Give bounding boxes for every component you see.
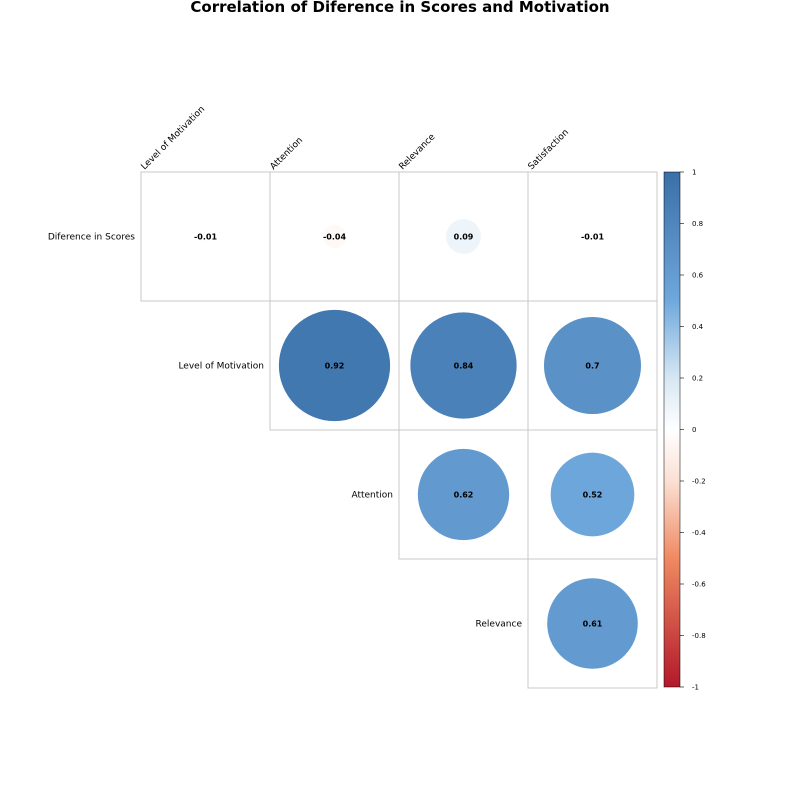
column-label-level-of-motivation: Level of Motivation [140,105,208,173]
colorbar-tick-label: -0.6 [692,581,706,589]
row-labels: Diference in Scores Level of Motivation At… [48,233,523,630]
value-label: -0.01 [581,233,604,242]
colorbar-tick-label: 0.6 [692,272,704,280]
value-label: 0.09 [454,233,474,242]
correlation-circle [322,224,347,249]
correlation-circle [417,448,510,541]
correlation-circle [543,316,642,415]
colorbar: 1 0.8 0.6 0.4 0.2 0 -0.2 -0.4 -0.6 -0.8 -1 [663,169,706,692]
colorbar-tick-label: -0.8 [692,632,706,640]
value-label: 0.62 [454,491,474,500]
colorbar-tick-label: -1 [692,684,699,692]
chart-title: Correlation of Diference in Scores and M… [190,0,609,16]
value-label: -0.04 [323,233,346,242]
cell-grid [140,171,658,689]
colorbar-tick-label: 1 [692,169,696,177]
colorbar-tick-label: -0.4 [692,529,706,537]
value-label: -0.01 [194,233,217,242]
value-label: 0.92 [325,362,345,371]
colorbar-ticks: 1 0.8 0.6 0.4 0.2 0 -0.2 -0.4 -0.6 -0.8 -1 [680,169,706,692]
correlation-circle [547,578,638,669]
correlation-circle [586,230,599,243]
value-label: 0.61 [583,620,603,629]
value-labels: -0.01 -0.04 0.09 -0.01 0.92 0.84 0.7 0.62 0.52 0.… [194,233,604,629]
value-label: 0.84 [454,362,474,371]
value-label: 0.7 [585,362,599,371]
colorbar-tick-label: 0 [692,426,696,434]
correlation-circles [199,219,642,669]
grid-cell [527,558,658,689]
column-label-attention: Attention [269,136,305,172]
column-label-satisfaction: Satisfaction [527,128,571,172]
colorbar-tick-label: 0.2 [692,375,703,383]
correlation-circle [199,230,212,243]
value-label: 0.52 [583,491,603,500]
correlation-circle [410,312,517,419]
column-labels: Level of Motivation Attention Relevance Sat… [140,105,571,173]
row-label-level-of-motivation: Level of Motivation [178,362,264,372]
colorbar-tick-label: -0.2 [692,478,706,486]
row-label-diference-in-scores: Diference in Scores [48,233,135,243]
correlation-circle [278,309,391,422]
column-label-relevance: Relevance [398,132,438,172]
colorbar-tick-label: 0.8 [692,220,703,228]
colorbar-gradient [663,171,681,688]
row-label-relevance: Relevance [476,620,523,630]
colorbar-tick-label: 0.4 [692,323,704,331]
correlation-circle [550,452,635,537]
row-label-attention: Attention [351,491,393,501]
correlation-circle [446,219,481,254]
